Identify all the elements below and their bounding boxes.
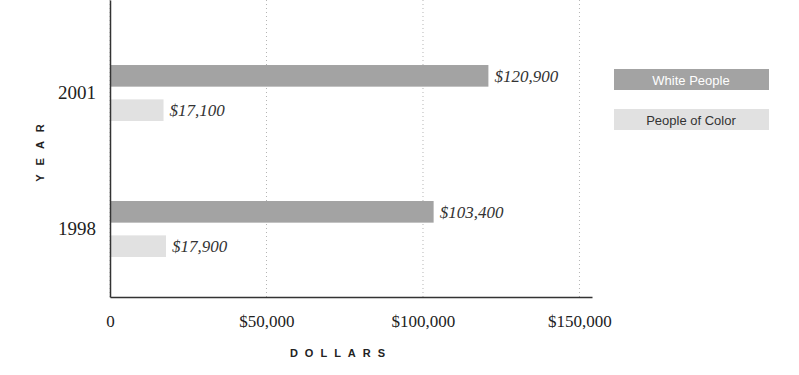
y-tick: 2001 (58, 82, 110, 103)
y-tick-label: 1998 (58, 218, 96, 239)
bar (110, 99, 164, 121)
x-tick: 0 (106, 297, 115, 331)
bar (110, 201, 434, 223)
legend-swatch (614, 69, 769, 90)
x-axis-title: DOLLARS (290, 347, 392, 359)
grid (110, 0, 579, 297)
data-labels: $120,900 $103,400 $17,100 $17,900 (170, 67, 559, 256)
x-tick-label: $150,000 (548, 312, 612, 331)
grid-line (579, 0, 580, 297)
legend-label: People of Color (646, 113, 736, 128)
data-label: $120,900 (494, 67, 558, 86)
bar (110, 235, 166, 257)
y-axis: 2001 1998 (58, 1, 111, 298)
x-tick-label: $50,000 (239, 312, 294, 331)
grid-line (266, 0, 267, 297)
chart: $120,900 $103,400 $17,100 $17,900 0 $50,000 $1… (0, 0, 799, 375)
bars (110, 65, 488, 257)
y-tick: 1998 (58, 218, 110, 239)
x-tick-label: 0 (106, 312, 115, 331)
legend: White People People of Color (614, 69, 769, 130)
x-tick: $150,000 (548, 297, 612, 331)
x-tick: $100,000 (392, 297, 456, 331)
x-tick: $50,000 (239, 297, 294, 331)
x-axis-line (111, 297, 593, 299)
y-tick-label: 2001 (58, 82, 96, 103)
data-label: $17,100 (170, 101, 226, 120)
data-label: $17,900 (172, 237, 228, 256)
grid-line (422, 0, 423, 297)
legend-label: White People (652, 73, 729, 88)
y-axis-title: YEAR (34, 115, 46, 182)
data-label: $103,400 (440, 203, 504, 222)
grid-line (110, 0, 111, 297)
y-axis-line (110, 1, 112, 298)
x-axis: 0 $50,000 $100,000 $150,000 (106, 297, 612, 331)
bar (110, 65, 488, 87)
legend-swatch (614, 109, 769, 130)
x-tick-label: $100,000 (392, 312, 456, 331)
